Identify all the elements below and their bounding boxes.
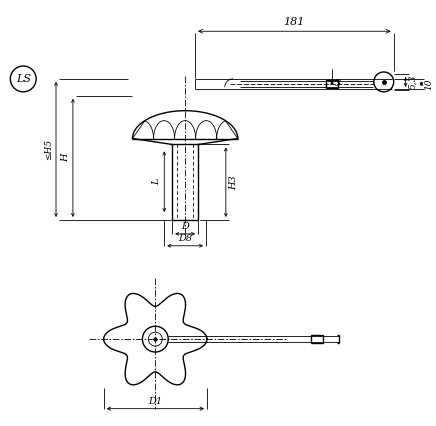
Text: H: H — [61, 154, 70, 162]
Text: L: L — [152, 178, 161, 185]
Text: 10: 10 — [425, 78, 433, 89]
Text: ≤H5: ≤H5 — [44, 139, 53, 160]
Text: 3: 3 — [335, 79, 341, 88]
Text: 181: 181 — [284, 17, 305, 27]
Bar — [326, 80, 338, 88]
Text: 5,3: 5,3 — [409, 75, 418, 89]
Text: D: D — [181, 222, 189, 231]
Text: D1: D1 — [148, 397, 162, 406]
Text: D8: D8 — [178, 234, 192, 243]
Text: H3: H3 — [229, 175, 238, 190]
Bar — [311, 335, 323, 343]
Text: LS: LS — [16, 74, 31, 84]
